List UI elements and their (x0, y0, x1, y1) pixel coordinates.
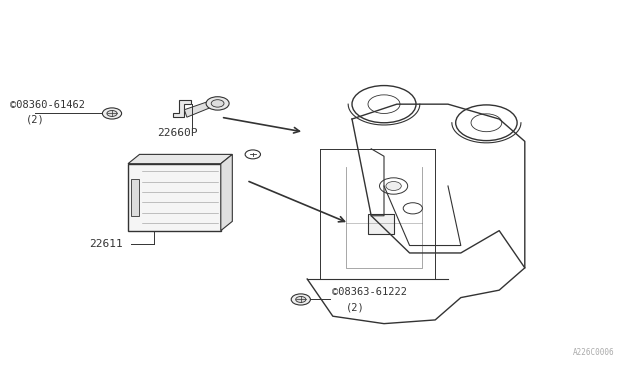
Circle shape (456, 105, 517, 141)
Circle shape (471, 114, 502, 132)
Circle shape (291, 294, 310, 305)
FancyBboxPatch shape (368, 214, 394, 234)
Circle shape (102, 108, 122, 119)
Circle shape (296, 296, 306, 302)
Circle shape (352, 86, 416, 123)
Text: 22611: 22611 (90, 239, 124, 249)
Circle shape (107, 110, 117, 116)
FancyBboxPatch shape (131, 179, 139, 216)
Circle shape (245, 150, 260, 159)
Text: ©08360-61462: ©08360-61462 (10, 100, 84, 110)
Text: (2): (2) (26, 115, 45, 125)
Polygon shape (184, 100, 214, 117)
Text: A226C0006: A226C0006 (573, 348, 614, 357)
Polygon shape (128, 154, 232, 164)
Circle shape (403, 203, 422, 214)
FancyBboxPatch shape (128, 164, 221, 231)
Circle shape (211, 100, 224, 107)
Circle shape (368, 95, 400, 113)
Text: ©08363-61222: ©08363-61222 (332, 287, 406, 297)
Circle shape (206, 97, 229, 110)
Circle shape (386, 182, 401, 190)
Text: 22660P: 22660P (157, 128, 197, 138)
Polygon shape (173, 100, 191, 117)
Polygon shape (221, 154, 232, 231)
Circle shape (380, 178, 408, 194)
Text: (2): (2) (346, 302, 365, 312)
